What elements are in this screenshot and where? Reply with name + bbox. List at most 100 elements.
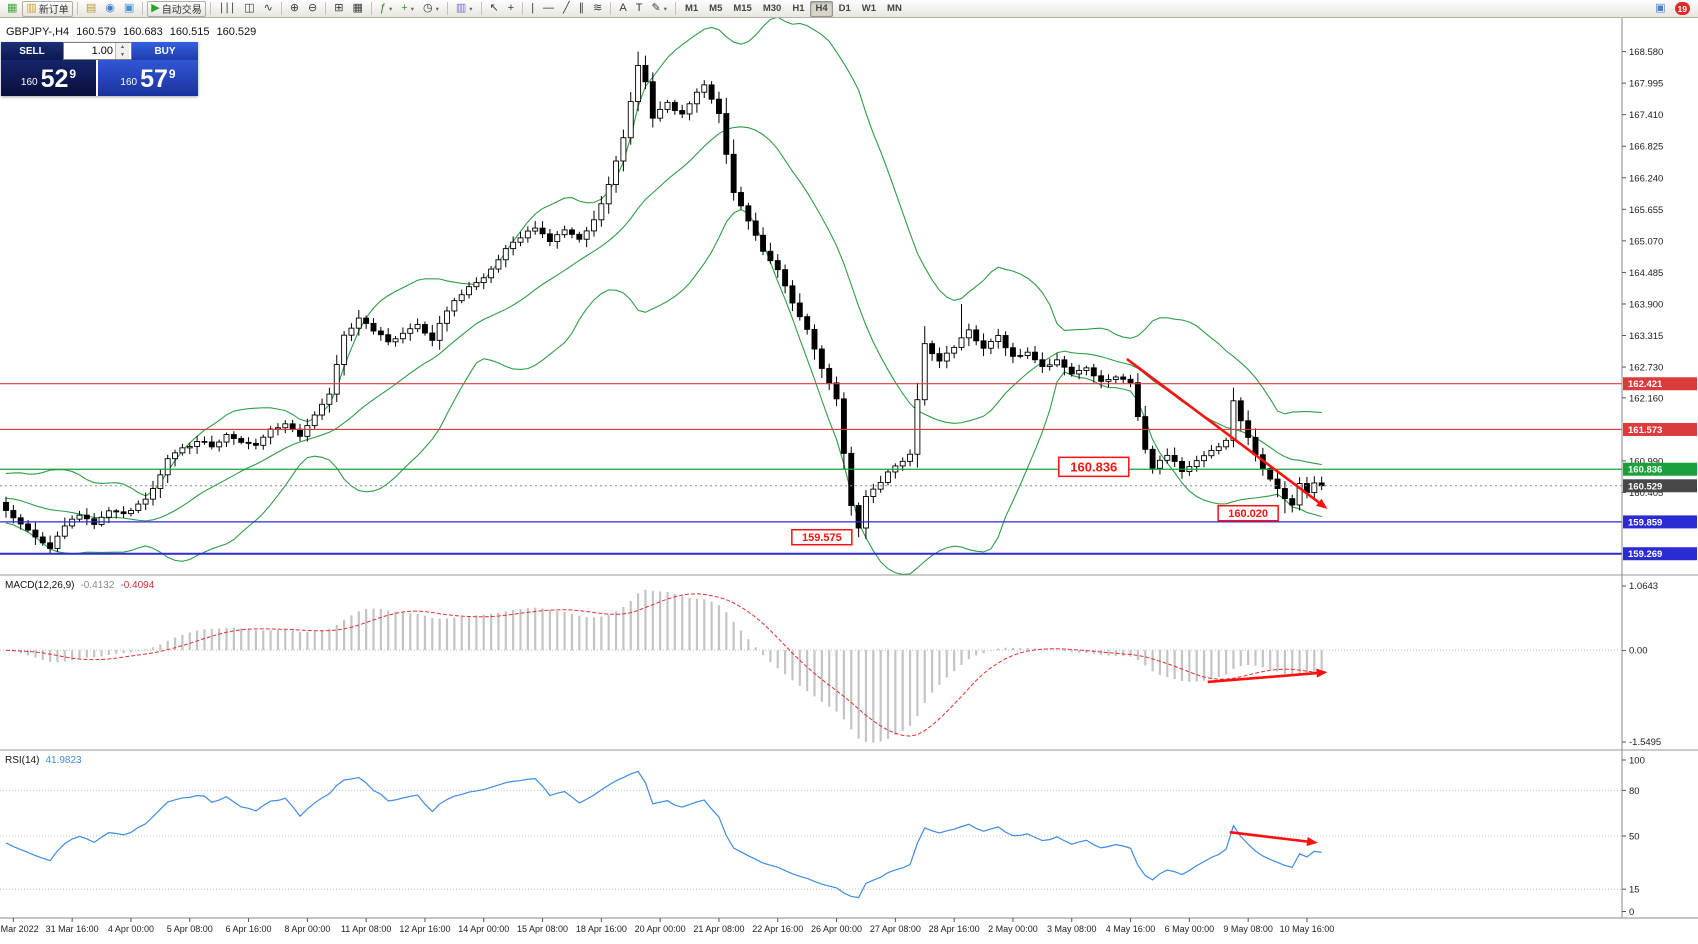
toolbar-separator [280, 2, 282, 15]
panel-splitter[interactable] [0, 574, 1698, 752]
time-axis-label: 22 Apr 16:00 [752, 924, 803, 934]
dropdown-arrow-icon[interactable]: ▾ [410, 5, 414, 13]
zoom-in-icon[interactable]: ⊕ [286, 1, 303, 17]
sell-button[interactable]: SELL [1, 42, 63, 60]
timeframe-mn-button[interactable]: MN [887, 3, 902, 14]
price-axis-label: 164.485 [1629, 268, 1663, 279]
timeframe-w1-button[interactable]: W1 [861, 3, 877, 14]
tile-windows-icon: ⊞ [334, 2, 344, 14]
time-axis-label: 21 Apr 08:00 [693, 924, 744, 934]
price-axis-label: 165.655 [1629, 205, 1663, 216]
rsi-axis-label: 100 [1629, 756, 1645, 767]
notifications-badge[interactable]: 19 [1674, 2, 1690, 15]
trend-arrow[interactable] [1126, 357, 1328, 509]
line-chart-icon[interactable]: ∿ [260, 1, 277, 17]
price-annotation-box[interactable]: 160.020 [1217, 504, 1279, 522]
candlestick-chart-icon[interactable]: ◫ [240, 1, 258, 17]
timeframe-m30-button[interactable]: M30 [762, 3, 782, 14]
time-axis[interactable]: 30 Mar 2022 31 Mar 16:00 4 Apr 00:00 5 Apr … [0, 917, 1698, 934]
volume-increase-button[interactable]: ▲ [116, 43, 129, 51]
vertical-line-icon[interactable]: | [527, 1, 538, 17]
auto-arrange-icon[interactable]: ▦ [348, 1, 366, 17]
time-axis-label: 30 Mar 2022 [0, 924, 39, 934]
timeframe-m1-button[interactable]: M1 [684, 3, 699, 14]
tile-windows-icon[interactable]: ⊞ [330, 1, 347, 17]
autotrading-button[interactable]: ▶ 自动交易 [147, 0, 206, 17]
close-value: 160.529 [216, 26, 257, 38]
timeframe-d1-button[interactable]: D1 [838, 3, 851, 14]
bars-chart-icon: ∣∣∣ [218, 2, 236, 14]
buy-price-sup: 9 [168, 67, 176, 81]
dropdown-arrow-icon[interactable]: ▾ [663, 5, 667, 13]
text-label-icon[interactable]: T [632, 1, 647, 17]
dropdown-arrow-icon[interactable]: ▾ [435, 5, 439, 13]
price-tag-161.573 [1623, 422, 1697, 436]
macd-name: MACD(12,26,9) [5, 580, 75, 591]
macd-axis[interactable]: 1.0643 0.00 -1.5495 [1622, 581, 1661, 748]
one-click-trading-panel: SELL ▲ ▼ BUY 160 52 9 160 57 9 [1, 42, 198, 96]
chart-annotations[interactable]: 160.836 160.020 159.575 [791, 357, 1328, 846]
community-icon: ▣ [1655, 2, 1666, 14]
equidistant-channel-icon[interactable]: ∥ [575, 1, 589, 17]
bars-chart-icon[interactable]: ∣∣∣ [215, 1, 240, 17]
line-chart-icon: ∿ [263, 2, 273, 14]
time-axis-label: 15 Apr 08:00 [517, 924, 568, 934]
price-annotation-box[interactable]: 160.836 [1058, 456, 1130, 478]
bollinger-lower-band [5, 208, 1322, 575]
rsi-line [5, 770, 1322, 899]
price-tag-160.836 [1623, 462, 1697, 476]
trend-arrow[interactable] [1207, 668, 1328, 684]
periods-icon[interactable]: ◷ ▾ [419, 1, 443, 17]
dropdown-arrow-icon[interactable]: ▾ [469, 5, 473, 13]
shapes-icon[interactable]: ✎ ▾ [647, 1, 670, 17]
timeframe-m15-button[interactable]: M15 [733, 3, 752, 14]
horizontal-level-lines[interactable] [0, 383, 1622, 555]
volume-decrease-button[interactable]: ▼ [116, 51, 129, 59]
timeframe-h1-button[interactable]: H1 [792, 3, 805, 14]
horizontal-line-icon[interactable]: — [539, 1, 558, 17]
trend-arrow[interactable] [1229, 830, 1318, 846]
bollinger-upper-band [5, 18, 1322, 497]
dropdown-arrow-icon[interactable]: ▾ [389, 5, 393, 13]
macd-main-value: -0.4132 [80, 580, 115, 591]
svg-text:160.836: 160.836 [1628, 465, 1662, 476]
indicators-icon[interactable]: ƒ ▾ [376, 1, 396, 17]
cursor-icon[interactable]: ↖ [486, 1, 503, 17]
price-axis[interactable]: 168.580 167.995 167.410 166.825 166.240 165.6… [1621, 18, 1697, 918]
rsi-axis[interactable]: 100 80 50 15 0 [1622, 756, 1645, 919]
symbol-period-label: GBPJPY-,H4 [6, 26, 70, 38]
toolbar-separator [674, 2, 676, 15]
chart-window: 168.580 167.995 167.410 166.825 166.240 165.6… [0, 18, 1698, 944]
mailbox-icon[interactable]: ▣ [120, 1, 138, 17]
autotrading-button-label: 自动交易 [161, 5, 202, 16]
text-icon[interactable]: A [615, 1, 630, 17]
profiles-icon[interactable]: ▤ [82, 1, 100, 17]
volume-input[interactable] [64, 43, 115, 59]
timeframe-h4-button[interactable]: H4 [810, 0, 833, 17]
high-value: 160.683 [122, 26, 163, 38]
main-toolbar: ▦ ▥ 新订单 ▤ ◉ ▣ ▶ 自动交易 ∣∣∣ ◫ ∿ ⊕ ⊖ ⊞ ▦ ƒ ▾ + ▾ ◷ ▾ ▥ ▾ ↖ + | — ╱ ∥ ≋ A T ✎… [0, 0, 1698, 18]
add-indicator-icon[interactable]: + ▾ [397, 1, 418, 17]
price-axis-label: 166.240 [1629, 173, 1663, 184]
play-icon: ▶ [151, 2, 160, 14]
buy-price[interactable]: 160 57 9 [98, 60, 198, 96]
sell-price[interactable]: 160 52 9 [1, 60, 98, 96]
price-annotation-box[interactable]: 159.575 [791, 528, 853, 546]
buy-button[interactable]: BUY [132, 42, 198, 60]
community-icon[interactable]: ▣ [1651, 1, 1669, 17]
timeframe-m5-button[interactable]: M5 [709, 3, 723, 14]
price-axis-label: 167.995 [1629, 79, 1663, 90]
zoom-out-icon[interactable]: ⊖ [304, 1, 321, 17]
time-axis-label: 9 May 08:00 [1223, 924, 1273, 934]
vertical-line-icon: | [531, 2, 535, 14]
trendline-icon[interactable]: ╱ [559, 1, 574, 17]
fibonacci-icon[interactable]: ≋ [589, 1, 606, 17]
new-order-button[interactable]: ▥ 新订单 [22, 0, 73, 17]
order-form-icon: ▥ [26, 2, 37, 14]
new-chart-icon[interactable]: ▦ [3, 1, 21, 17]
macd-indicator-label: MACD(12,26,9) -0.4132 -0.4094 [5, 580, 154, 591]
templates-icon[interactable]: ▥ ▾ [452, 1, 477, 17]
chart-ohlc-header: GBPJPY-,H4 160.579 160.683 160.515 160.5… [6, 26, 256, 38]
alerts-icon[interactable]: ◉ [101, 1, 119, 17]
crosshair-icon[interactable]: + [504, 1, 518, 17]
